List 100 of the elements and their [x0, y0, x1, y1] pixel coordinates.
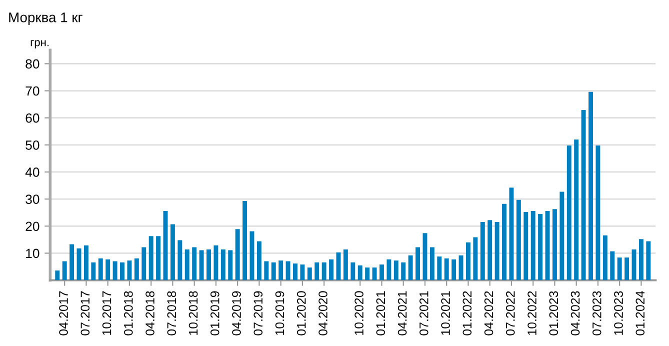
x-tick-label: 07.2022: [506, 291, 515, 336]
bar: [322, 262, 326, 280]
y-tick-label: 40: [25, 168, 40, 177]
y-tick-label: 80: [26, 59, 40, 69]
x-tick-label: 10.2022: [528, 291, 536, 335]
bar: [228, 250, 233, 280]
x-tick-label: 01.2020: [296, 291, 306, 336]
x-tick-label: 04.2023: [570, 291, 580, 336]
bar: [314, 262, 320, 280]
bar: [206, 249, 211, 280]
y-axis-title: грн.: [30, 40, 49, 48]
bar: [574, 140, 579, 280]
bar: [365, 268, 370, 280]
bar: [530, 210, 536, 280]
bar: [638, 239, 644, 280]
bar: [524, 212, 528, 280]
bar: [336, 252, 341, 280]
bar: [98, 258, 103, 280]
bar: [106, 259, 110, 280]
bar: [494, 222, 500, 280]
x-tick-label: 04.2022: [484, 291, 494, 336]
bar: [178, 240, 182, 280]
bar: [120, 262, 124, 280]
bar: [394, 260, 398, 280]
bar: [416, 247, 420, 280]
x-tick-label: 07.2021: [419, 291, 428, 336]
bar: [560, 192, 564, 280]
bar: [127, 260, 132, 280]
bar: [466, 242, 470, 280]
bar: [566, 145, 572, 280]
y-tick-label: 50: [26, 140, 40, 150]
bar: [379, 264, 384, 280]
bar: [430, 247, 434, 280]
bar: [516, 200, 521, 280]
bar: [300, 264, 305, 280]
bar: [112, 261, 118, 280]
bar: [350, 262, 356, 280]
x-tick-label: 10.2020: [354, 291, 364, 335]
bar: [386, 259, 392, 280]
bar: [84, 245, 88, 280]
bar: [91, 262, 96, 280]
x-tick-label: 04.2021: [398, 291, 407, 336]
x-tick-label: 01.2024: [636, 291, 645, 336]
bar: [307, 268, 312, 280]
bar: [170, 224, 175, 280]
x-tick-label: 01.2022: [462, 291, 472, 336]
bar: [62, 261, 67, 280]
bar: [538, 214, 543, 280]
bar: [343, 249, 348, 280]
bar: [552, 209, 557, 280]
x-tick-label: 04.2017: [59, 291, 68, 336]
x-tick-label: 07.2017: [80, 291, 90, 336]
bar: [264, 261, 269, 280]
bar: [624, 258, 630, 280]
chart-title: Морква 1 кг: [9, 12, 82, 26]
x-tick-label: 07.2019: [254, 291, 263, 336]
x-tick-label: 10.2018: [188, 291, 198, 335]
bar: [278, 260, 284, 280]
bar: [148, 236, 154, 280]
bar: [488, 220, 492, 280]
bar: [286, 261, 290, 280]
x-tick-label: 10.2023: [614, 291, 623, 335]
bar: [401, 262, 406, 280]
bar: [502, 204, 506, 280]
bar: [293, 263, 298, 280]
x-tick-label: 04.2018: [146, 291, 154, 336]
bar: [444, 258, 449, 280]
bar: [646, 241, 651, 280]
y-tick-label: 30: [26, 194, 40, 204]
bar: [480, 222, 485, 280]
bar: [329, 259, 334, 280]
x-tick-label: 01.2021: [376, 291, 386, 336]
y-tick-label: 20: [26, 222, 40, 232]
x-tick-label: 01.2019: [210, 291, 220, 336]
bar: [256, 241, 262, 280]
bar: [408, 255, 413, 280]
bar: [199, 250, 204, 280]
bar: [220, 249, 226, 280]
x-tick-label: 07.2018: [167, 291, 176, 336]
x-tick-label: 04.2020: [318, 291, 328, 336]
bar: [242, 200, 248, 280]
x-tick-label: 10.2019: [275, 291, 284, 335]
x-tick-label: 10.2021: [441, 291, 450, 335]
bar: [509, 188, 514, 280]
x-tick-label: 07.2023: [592, 291, 602, 336]
y-tick-label: 10: [26, 248, 40, 258]
bar: [473, 237, 478, 280]
bar: [214, 245, 218, 280]
y-tick-label: 70: [26, 86, 40, 96]
x-tick-label: 01.2018: [124, 291, 133, 336]
bar: [581, 110, 586, 280]
bar: [70, 244, 74, 280]
bar: [271, 262, 276, 280]
bar: [422, 233, 428, 280]
bar: [358, 265, 362, 280]
x-tick-label: 01.2023: [549, 291, 558, 336]
bar: [184, 249, 190, 280]
bar: [452, 259, 456, 280]
bar: [156, 236, 161, 280]
bar: [617, 258, 622, 280]
